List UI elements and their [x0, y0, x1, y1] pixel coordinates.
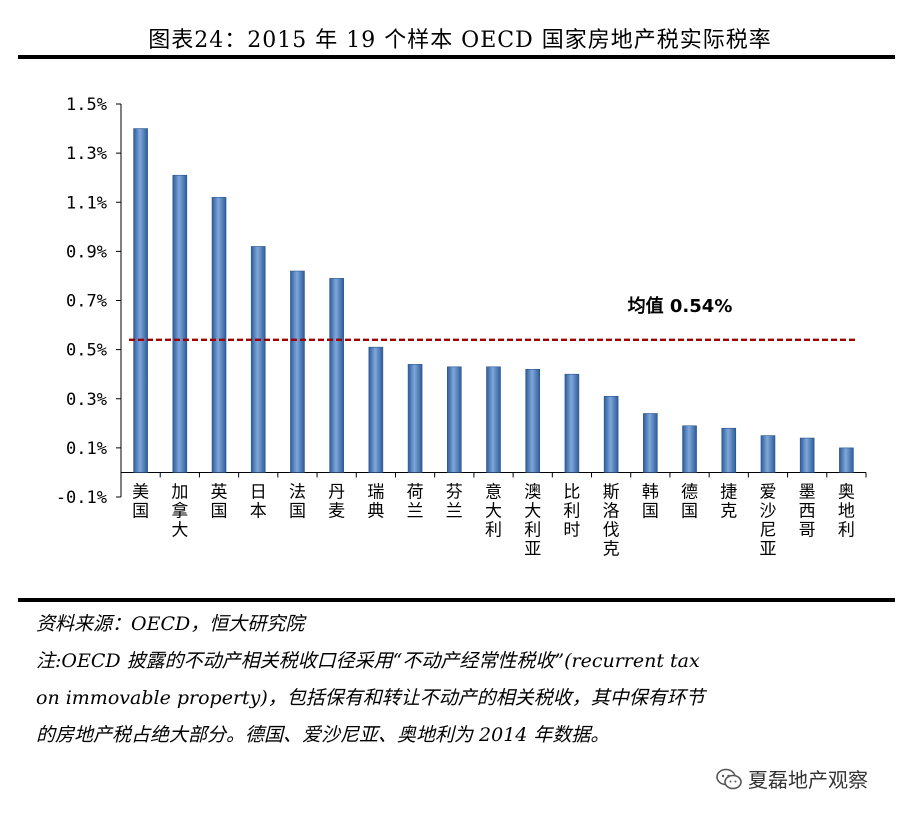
y-tick-label: 1.5%: [66, 95, 107, 115]
bar: [799, 437, 815, 473]
x-tick-label: 瑞典: [367, 482, 384, 521]
x-tick-label: 美国: [132, 482, 149, 521]
x-tick-label: 比利时: [563, 482, 580, 540]
x-tick-label: 意大利: [485, 482, 502, 540]
bar: [211, 197, 227, 473]
y-tick-label: 1.1%: [66, 193, 107, 213]
note-line-3: 的房地产税占绝大部分。德国、爱沙尼亚、奥地利为 2014 年数据。: [36, 724, 610, 746]
y-tick-label: 0.1%: [66, 439, 107, 459]
bar: [250, 246, 266, 473]
bar: [603, 395, 619, 473]
mean-label: 均值 0.54%: [628, 295, 733, 317]
bar: [839, 447, 854, 473]
y-tick-label: 0.3%: [66, 390, 107, 410]
bottom-rule: [18, 598, 895, 602]
source-text: 资料来源：OECD，恒大研究院: [36, 613, 305, 635]
watermark-text: 夏磊地产观察: [748, 768, 868, 792]
bar: [446, 366, 462, 473]
x-tick-label: 奥地利: [838, 482, 855, 540]
bar: [643, 413, 658, 473]
notes-section: 资料来源：OECD，恒大研究院 注:OECD 披露的不动产相关税收口径采用“不动…: [36, 606, 896, 754]
x-tick-label: 加拿大: [171, 482, 188, 540]
x-tick-label: 德国: [681, 482, 698, 521]
bar: [133, 128, 148, 473]
chart-title: 图表24：2015 年 19 个样本 OECD 国家房地产税实际税率: [148, 28, 772, 53]
x-tick-label: 捷克: [720, 482, 737, 521]
bar-chart: -0.1% 0.1% 0.3% 0.5% 0.7% 0.9% 1.1% 1.3% 1.5% 均值…: [56, 95, 867, 559]
x-tick-label: 韩国: [642, 482, 659, 521]
bar: [172, 174, 188, 473]
x-tick-label: 丹麦: [328, 482, 345, 521]
x-tick-label: 斯洛伐克: [603, 482, 620, 559]
x-tick-label: 爱沙尼亚: [759, 482, 776, 559]
watermark: 夏磊地产观察: [716, 764, 868, 793]
bar: [329, 278, 344, 473]
bar: [721, 427, 737, 473]
y-tick-label: 0.7%: [66, 292, 107, 312]
note-line-1: 注:OECD 披露的不动产相关税收口径采用“不动产经常性税收”(recurren…: [36, 650, 700, 672]
bar: [407, 364, 423, 473]
x-tick-label: 荷兰: [407, 482, 424, 521]
x-tick-label: 澳大利亚: [524, 482, 541, 559]
y-tick-label: 0.9%: [66, 242, 107, 262]
bar: [760, 435, 776, 473]
x-tick-label: 日本: [250, 482, 267, 521]
bar: [486, 366, 501, 473]
top-rule: [18, 55, 895, 59]
x-tick-label: 法国: [289, 482, 306, 521]
bar: [290, 270, 305, 473]
bar: [682, 425, 697, 473]
y-tick-label: -0.1%: [56, 488, 107, 508]
bar: [564, 373, 580, 473]
bar: [368, 346, 384, 473]
y-tick-label: 0.5%: [66, 341, 107, 361]
y-tick-label: 1.3%: [66, 144, 107, 164]
x-tick-label: 英国: [211, 482, 228, 521]
note-line-2: on immovable property)，包括保有和转让不动产的相关税收，其…: [36, 687, 705, 709]
wechat-icon: [716, 768, 742, 789]
x-tick-label: 芬兰: [446, 482, 463, 521]
bar: [525, 368, 541, 473]
x-tick-label: 墨西哥: [799, 482, 816, 540]
